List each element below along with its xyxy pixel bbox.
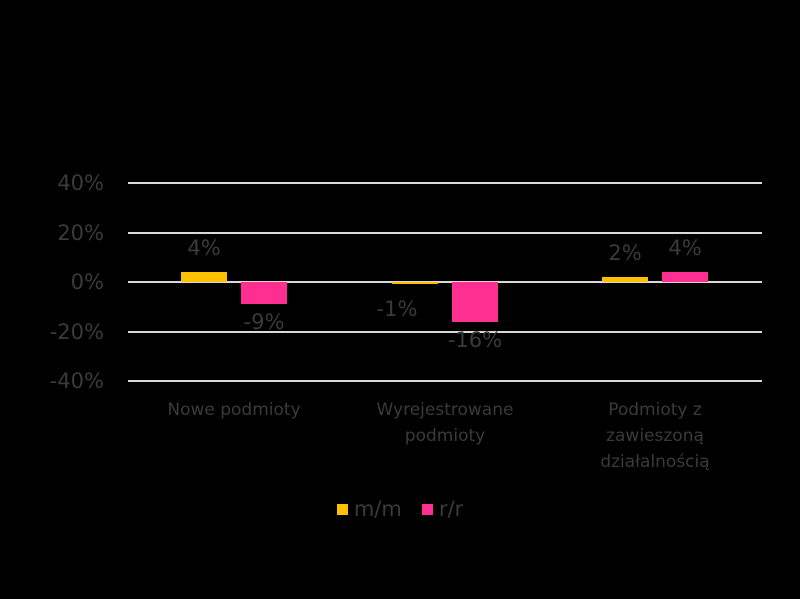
bar-mm [181,272,227,282]
x-category-label: Wyrejestrowane [376,400,514,420]
y-tick-label: 0% [70,270,104,294]
gridline [128,182,762,184]
legend-item-mm: m/m [336,497,402,521]
x-category-label: Nowe podmioty [167,400,301,420]
data-label: -1% [376,297,418,321]
data-label: 2% [608,241,642,266]
bar-rr [662,272,708,282]
legend-swatch-rr [421,503,433,515]
legend-swatch-mm [336,503,348,515]
x-category-label: zawieszoną [606,426,704,446]
legend-item-rr: r/r [421,497,464,521]
gridline [128,231,762,234]
data-label: 4% [187,236,221,261]
bar-mm [602,277,648,282]
y-tick-label: 40% [57,171,104,195]
y-tick-label: 20% [57,220,104,245]
x-category-label: Podmioty z [608,400,702,420]
x-category-label: działalnością [600,452,710,472]
bar-mm [392,282,438,285]
legend-label: r/r [438,497,464,521]
legend-label: m/m [353,497,402,521]
data-label: -16% [447,327,503,352]
data-label: 4% [668,236,702,261]
gridline [128,330,762,333]
legend: m/m r/r [0,497,800,521]
y-tick-label: -20% [49,319,104,344]
bar-rr [452,282,498,322]
bar-rr [241,282,287,305]
y-tick-label: -40% [49,369,104,393]
gridline [128,380,762,382]
x-category-label: podmioty [404,426,486,446]
gridline [128,281,762,283]
data-label: -9% [243,310,285,335]
